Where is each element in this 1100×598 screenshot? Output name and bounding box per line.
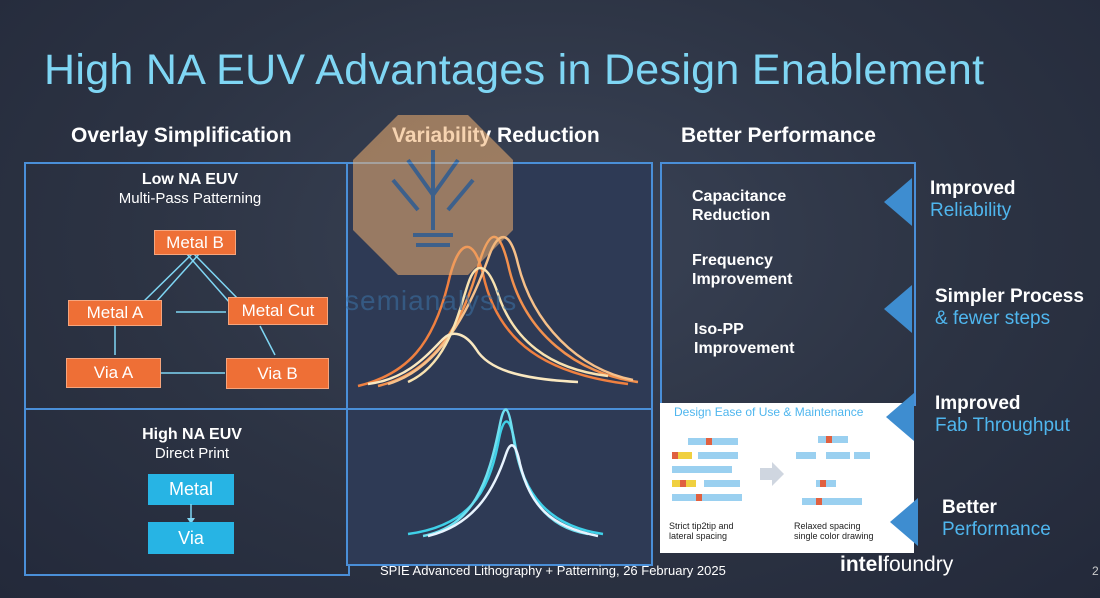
perf-capacitance: Capacitance Reduction xyxy=(692,187,786,225)
low-na-title: Low NA EUV xyxy=(141,171,239,188)
curve-cyan-2 xyxy=(422,408,589,538)
advantage-performance: Better Performance xyxy=(942,497,1051,541)
perf-capacitance-l1: Capacitance xyxy=(692,188,787,205)
relaxed-label-l2: single color drawing xyxy=(794,531,874,541)
high-na-title: High NA EUV xyxy=(142,426,242,443)
arrow-cut-via xyxy=(259,325,276,356)
metal-box: Metal xyxy=(148,474,234,505)
arrow-b-a xyxy=(141,252,194,304)
triangle-icon xyxy=(886,393,914,441)
triangle-icon xyxy=(890,498,918,546)
metal-b-box: Metal B xyxy=(154,230,236,255)
logo-foundry: foundry xyxy=(883,553,954,576)
high-na-subtitle: Direct Print xyxy=(154,445,230,462)
arrow-b-cut-2 xyxy=(185,252,231,304)
advantage-throughput-l2: Fab Throughput xyxy=(935,415,1070,436)
advantage-throughput: Improved Fab Throughput xyxy=(935,393,1070,437)
intel-foundry-logo: intelfoundry xyxy=(840,553,953,577)
triangle-icon xyxy=(884,285,912,333)
metal-via-arrow xyxy=(187,504,195,524)
metal-a-box: Metal A xyxy=(68,300,162,326)
low-na-diagram xyxy=(114,252,276,374)
advantage-performance-l1: Better xyxy=(942,497,997,518)
curve-cyan-1 xyxy=(407,420,604,536)
column-heading-performance: Better Performance xyxy=(681,124,876,147)
page-number: 2 xyxy=(1092,564,1099,578)
slide-title: High NA EUV Advantages in Design Enablem… xyxy=(44,46,985,94)
advantage-process-l1: Simpler Process xyxy=(935,286,1084,307)
column-heading-overlay: Overlay Simplification xyxy=(71,124,292,147)
perf-isopp-l1: Iso-PP xyxy=(694,321,744,338)
curve-white xyxy=(427,444,599,538)
advantage-process: Simpler Process & fewer steps xyxy=(935,286,1084,330)
advantage-process-l2: & fewer steps xyxy=(935,308,1051,329)
logo-intel: intel xyxy=(840,553,884,576)
advantage-reliability-l1: Improved xyxy=(930,178,1016,199)
advantage-throughput-l1: Improved xyxy=(935,393,1021,414)
advantage-reliability: Improved Reliability xyxy=(930,178,1016,222)
perf-frequency: Frequency Improvement xyxy=(692,251,792,289)
arrow-b-cut xyxy=(192,252,243,304)
perf-isopp-l2: Improvement xyxy=(694,340,795,357)
strict-label: Strict tip2tip and lateral spacing xyxy=(669,521,734,541)
advantage-reliability-l2: Reliability xyxy=(930,200,1012,221)
strict-label-l2: lateral spacing xyxy=(669,531,728,541)
relaxed-label: Relaxed spacing single color drawing xyxy=(794,521,874,541)
perf-frequency-l2: Improvement xyxy=(692,271,793,288)
watermark-text: semianalysis xyxy=(345,285,518,316)
design-label: Design Ease of Use & Maintenance xyxy=(674,405,864,419)
low-na-heading: Low NA EUV Multi-Pass Patterning xyxy=(90,170,290,208)
perf-capacitance-l2: Reduction xyxy=(692,207,771,224)
layout-diagram xyxy=(672,436,870,505)
advantage-performance-l2: Performance xyxy=(942,519,1051,540)
via-a-box: Via A xyxy=(66,358,161,388)
semianalysis-logo xyxy=(353,115,513,275)
triangle-icon xyxy=(884,178,912,226)
via-box: Via xyxy=(148,522,234,554)
perf-isopp: Iso-PP Improvement xyxy=(694,320,794,358)
curve-cream-3 xyxy=(367,332,579,386)
perf-frequency-l1: Frequency xyxy=(692,252,773,269)
high-na-heading: High NA EUV Direct Print xyxy=(92,425,292,463)
footer-text: SPIE Advanced Lithography + Patterning, … xyxy=(380,563,726,578)
variability-divider xyxy=(346,408,651,410)
relaxed-label-l1: Relaxed spacing xyxy=(794,521,861,531)
design-panel xyxy=(660,403,914,553)
via-b-box: Via B xyxy=(226,358,329,389)
curve-cream-2 xyxy=(407,266,609,384)
metal-cut-box: Metal Cut xyxy=(228,297,328,325)
low-na-subtitle: Multi-Pass Patterning xyxy=(118,190,262,207)
overlay-divider xyxy=(24,408,348,410)
strict-label-l1: Strict tip2tip and xyxy=(669,521,734,531)
